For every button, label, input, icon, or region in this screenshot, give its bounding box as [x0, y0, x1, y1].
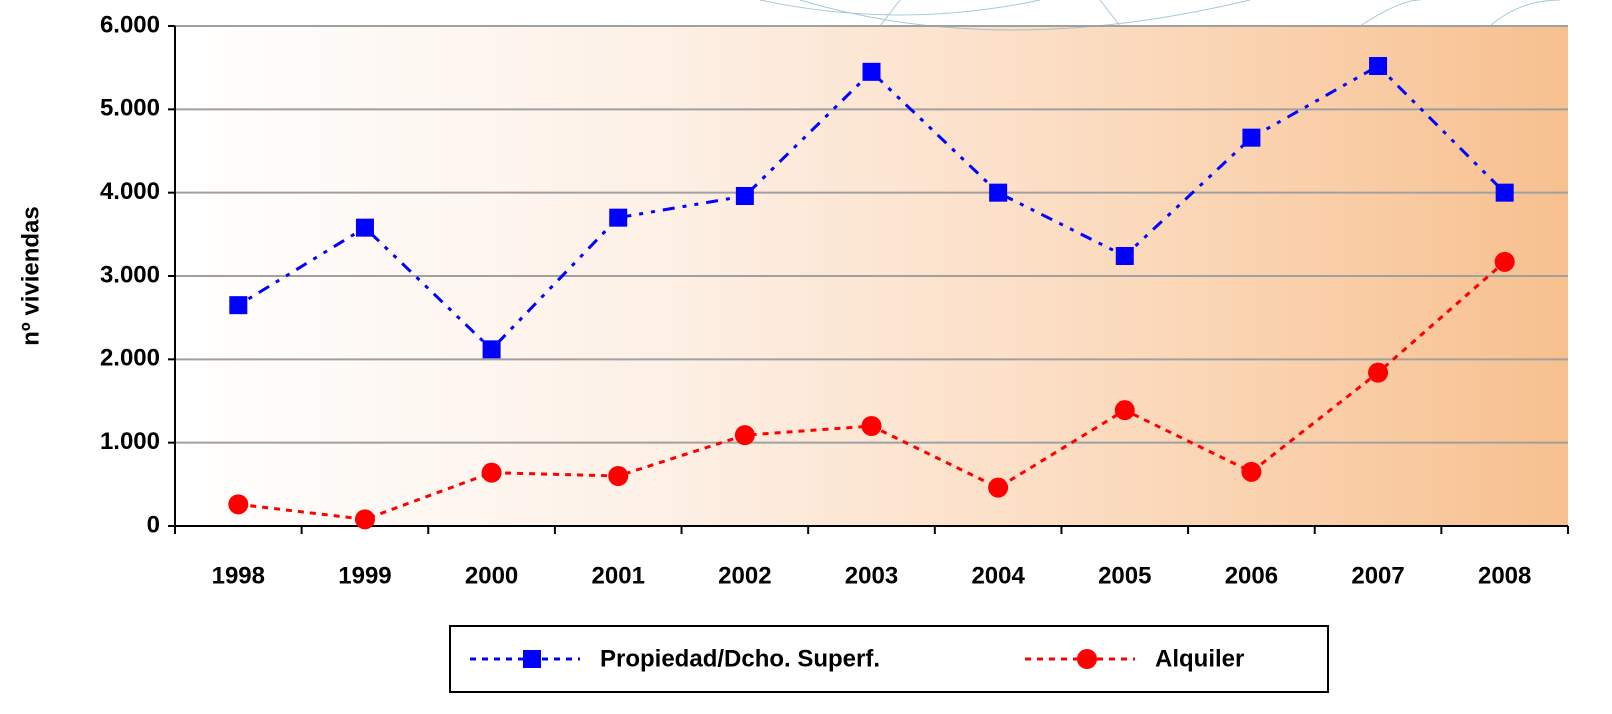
marker	[988, 478, 1008, 498]
x-tick-label: 1998	[212, 562, 265, 589]
marker	[609, 209, 627, 227]
marker	[862, 416, 882, 436]
chart: nº viviendas Propiedad/Dcho. Superf. Alqu…	[0, 0, 1612, 714]
y-tick-label: 2.000	[100, 345, 160, 372]
y-tick-label: 6.000	[100, 11, 160, 38]
marker	[863, 63, 881, 81]
y-tick-label: 1.000	[100, 428, 160, 455]
y-tick-label: 0	[147, 511, 160, 538]
marker	[735, 425, 755, 445]
marker	[1495, 252, 1515, 272]
y-axis-label: nº viviendas	[17, 206, 44, 346]
x-tick-label: 2002	[718, 562, 771, 589]
marker	[989, 184, 1007, 202]
marker	[608, 466, 628, 486]
legend-label: Propiedad/Dcho. Superf.	[600, 645, 880, 672]
y-tick-label: 3.000	[100, 261, 160, 288]
y-tick-label: 4.000	[100, 178, 160, 205]
marker	[356, 219, 374, 237]
x-tick-label: 2001	[592, 562, 645, 589]
y-tick-label: 5.000	[100, 95, 160, 122]
marker	[482, 463, 502, 483]
marker	[229, 296, 247, 314]
x-tick-label: 1999	[338, 562, 391, 589]
x-tick-label: 2000	[465, 562, 518, 589]
marker	[483, 340, 501, 358]
marker	[1115, 400, 1135, 420]
marker	[523, 650, 541, 668]
x-tick-label: 2005	[1098, 562, 1151, 589]
x-tick-label: 2008	[1478, 562, 1531, 589]
marker	[736, 187, 754, 205]
legend: Propiedad/Dcho. Superf. Alquiler	[450, 626, 1328, 692]
marker	[1116, 247, 1134, 265]
marker	[1077, 649, 1097, 669]
marker	[228, 494, 248, 514]
marker	[1242, 129, 1260, 147]
x-tick-label: 2006	[1225, 562, 1278, 589]
x-tick-label: 2004	[971, 562, 1025, 589]
marker	[1368, 363, 1388, 383]
legend-label: Alquiler	[1155, 645, 1244, 672]
marker	[355, 509, 375, 529]
marker	[1369, 57, 1387, 75]
x-tick-label: 2003	[845, 562, 898, 589]
x-tick-label: 2007	[1351, 562, 1404, 589]
marker	[1496, 184, 1514, 202]
marker	[1241, 462, 1261, 482]
